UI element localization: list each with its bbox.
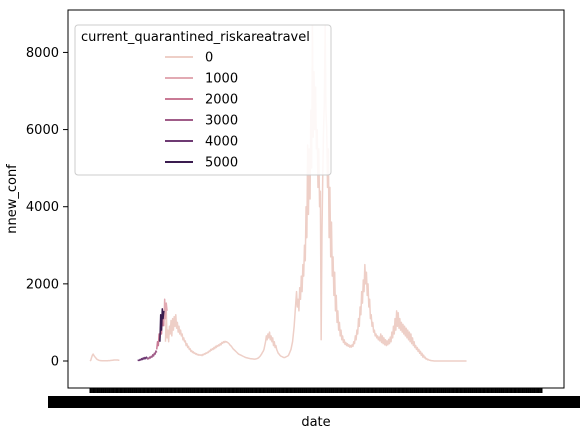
legend-label-1000: 1000 [205, 72, 238, 87]
legend-title: current_quarantined_riskareatravel [81, 30, 310, 45]
legend: current_quarantined_riskareatravel 0 1000… [74, 24, 332, 176]
x-axis-label: date [301, 415, 330, 430]
series-line-0-0 [89, 353, 120, 362]
axes-frame [67, 9, 565, 389]
legend-label-4000: 4000 [205, 135, 238, 150]
series-line-5000-0 [159, 308, 165, 342]
y-tick-label: 6000 [26, 123, 59, 138]
legend-label-2000: 2000 [205, 93, 238, 108]
y-tick-label: 4000 [26, 200, 59, 215]
series-line-4000-0 [137, 356, 148, 362]
y-tick-label: 8000 [26, 46, 59, 61]
x-tick-labels-overlap [48, 396, 580, 408]
y-tick-label: 2000 [26, 277, 59, 292]
legend-label-3000: 3000 [205, 114, 238, 129]
series-line-3000-0 [146, 350, 158, 360]
legend-entries: 0 1000 2000 3000 4000 5000 [165, 51, 238, 171]
y-axis-ticks: 0 2000 4000 6000 8000 [26, 46, 68, 370]
y-axis-label: nnew_conf [5, 164, 20, 234]
y-tick-label: 0 [51, 355, 59, 370]
legend-label-0: 0 [205, 51, 213, 66]
series-line-1000-0 [163, 298, 168, 327]
legend-label-5000: 5000 [205, 156, 238, 171]
x-axis-ticks [48, 388, 580, 408]
legend-box [74, 24, 332, 176]
